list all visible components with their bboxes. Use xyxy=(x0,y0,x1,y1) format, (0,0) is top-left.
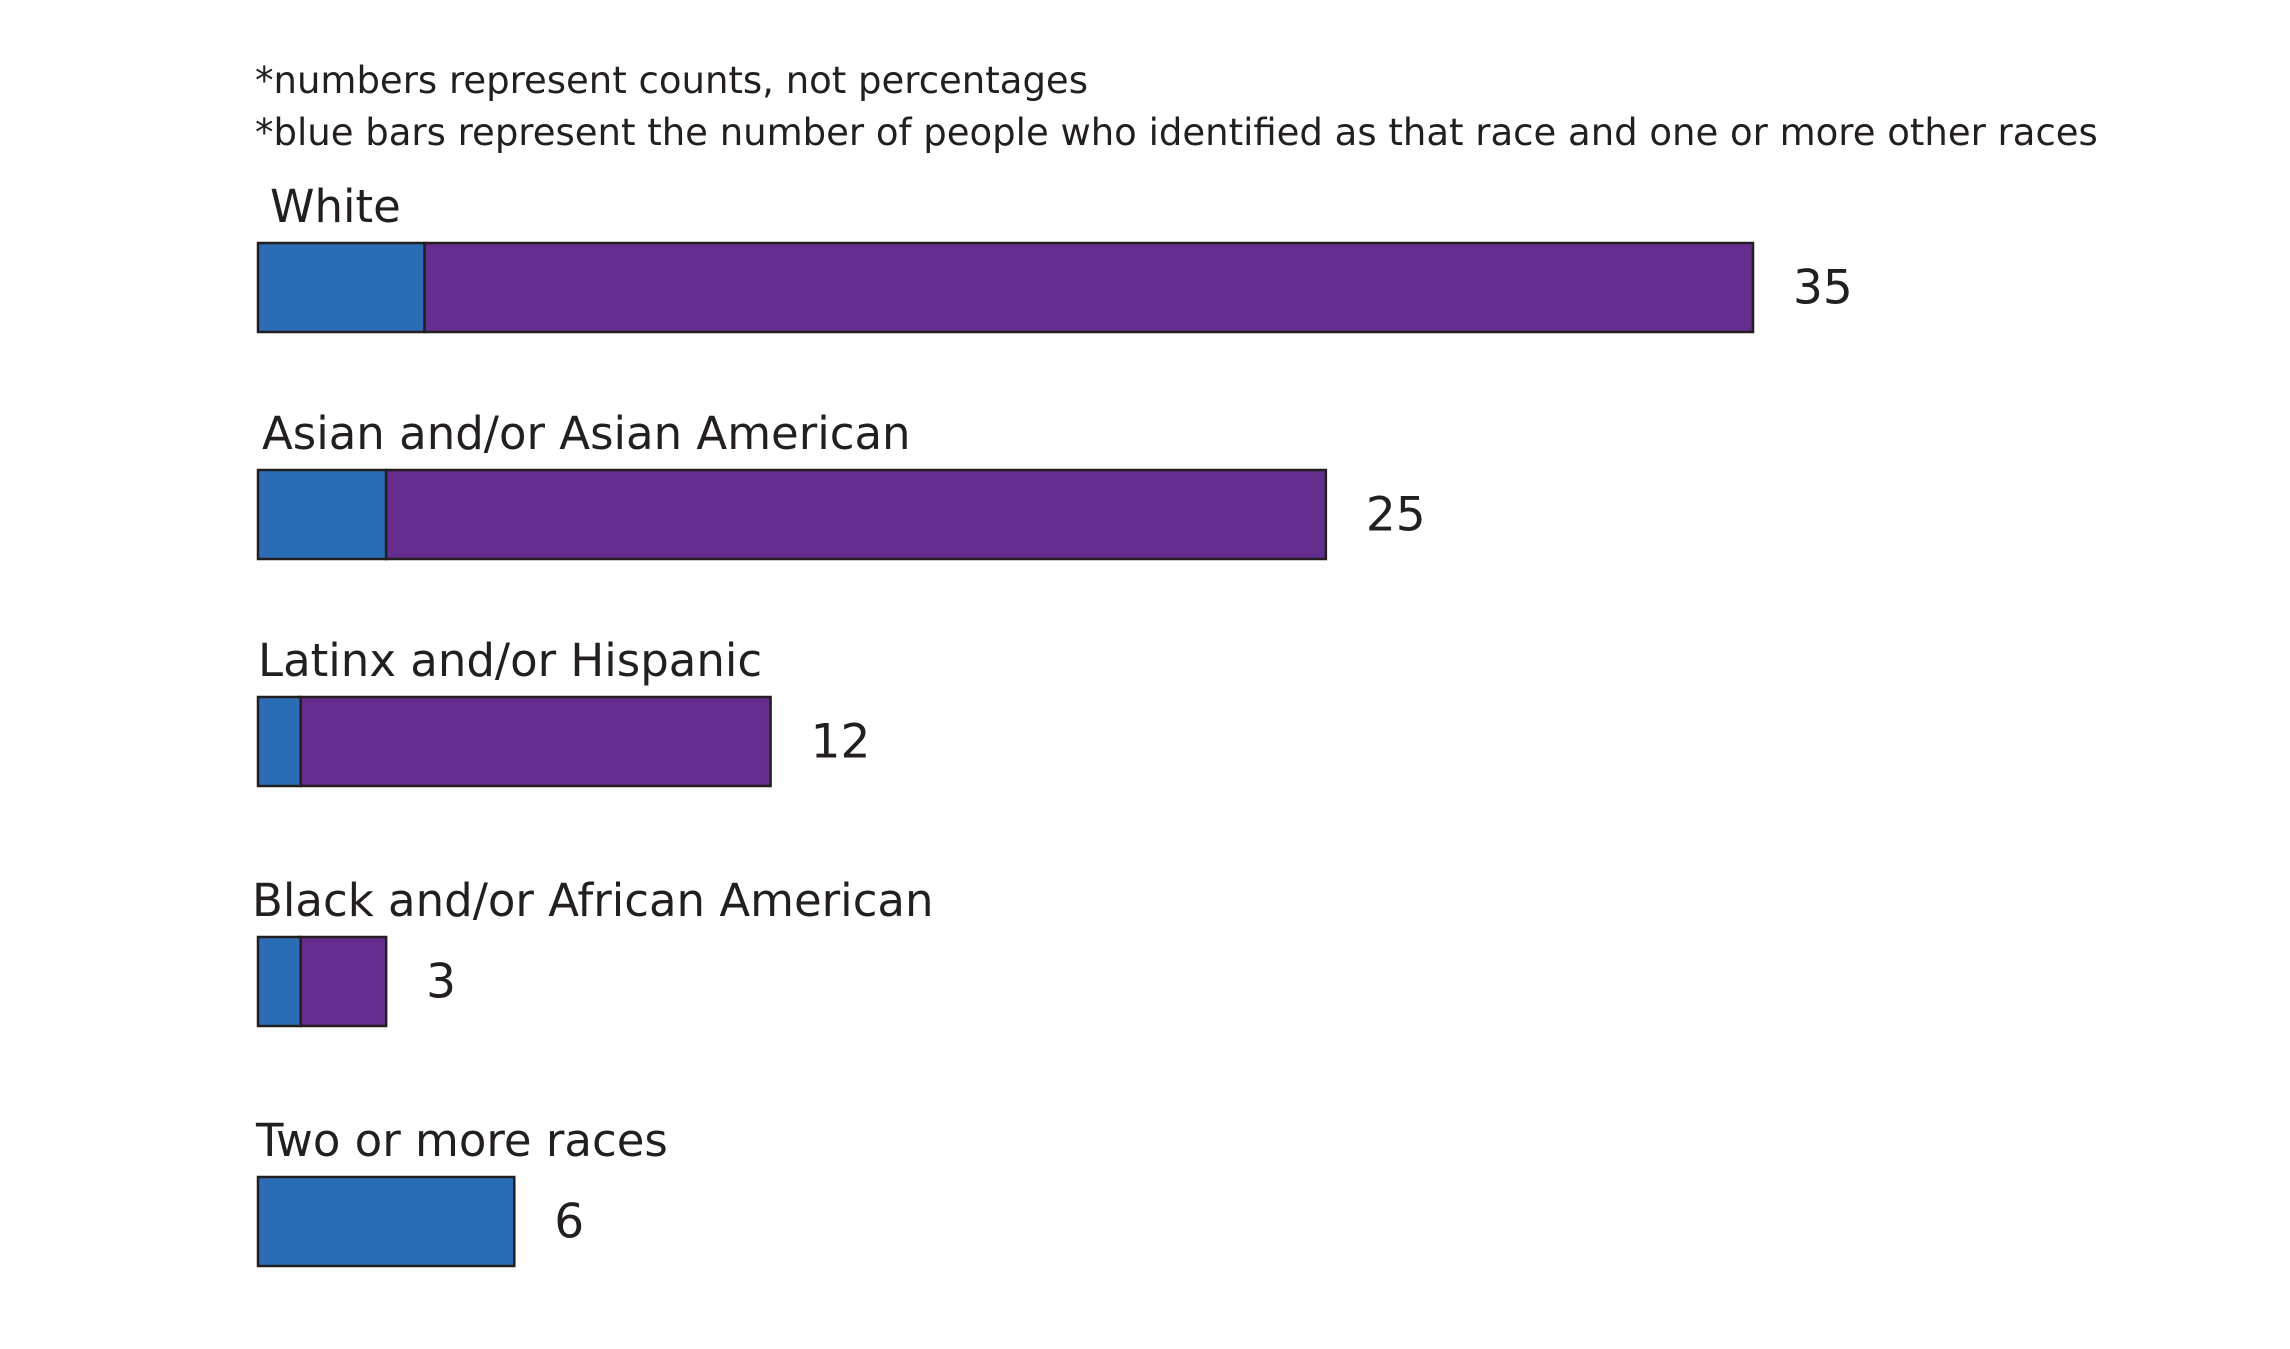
category-label-black-and-or-african-american: Black and/or African American xyxy=(252,874,934,927)
bar-latinx-and-or-hispanic-purple-segment xyxy=(299,695,772,788)
value-label-two-or-more-races: 6 xyxy=(554,1195,584,1250)
bar-black-and-or-african-american-blue-segment xyxy=(256,935,302,1028)
value-label-white: 35 xyxy=(1793,261,1853,316)
value-label-black-and-or-african-american: 3 xyxy=(426,955,456,1010)
bars-layer: White 35 Asian and/or Asian American 25 Lati… xyxy=(252,180,1853,1268)
note-counts: *numbers represent counts, not percentag… xyxy=(255,59,1088,102)
category-label-latinx-and-or-hispanic: Latinx and/or Hispanic xyxy=(258,634,762,687)
note-blue-bars: *blue bars represent the number of peopl… xyxy=(255,111,2098,154)
category-label-asian-and-or-asian-american: Asian and/or Asian American xyxy=(262,407,911,460)
category-label-white: White xyxy=(270,180,401,233)
category-label-two-or-more-races: Two or more races xyxy=(255,1114,668,1167)
bar-asian-and-or-asian-american-blue-segment xyxy=(256,468,388,561)
bar-white-blue-segment xyxy=(256,241,426,334)
chart-notes: *numbers represent counts, not percentag… xyxy=(255,59,2098,154)
bar-black-and-or-african-american-purple-segment xyxy=(299,935,388,1028)
bar-white-purple-segment xyxy=(423,241,1755,334)
bar-latinx-and-or-hispanic-blue-segment xyxy=(256,695,302,788)
bar-asian-and-or-asian-american-purple-segment xyxy=(384,468,1328,561)
value-label-latinx-and-or-hispanic: 12 xyxy=(811,715,871,770)
bar-two-or-more-races-blue-segment xyxy=(256,1175,516,1268)
value-label-asian-and-or-asian-american: 25 xyxy=(1366,488,1426,543)
